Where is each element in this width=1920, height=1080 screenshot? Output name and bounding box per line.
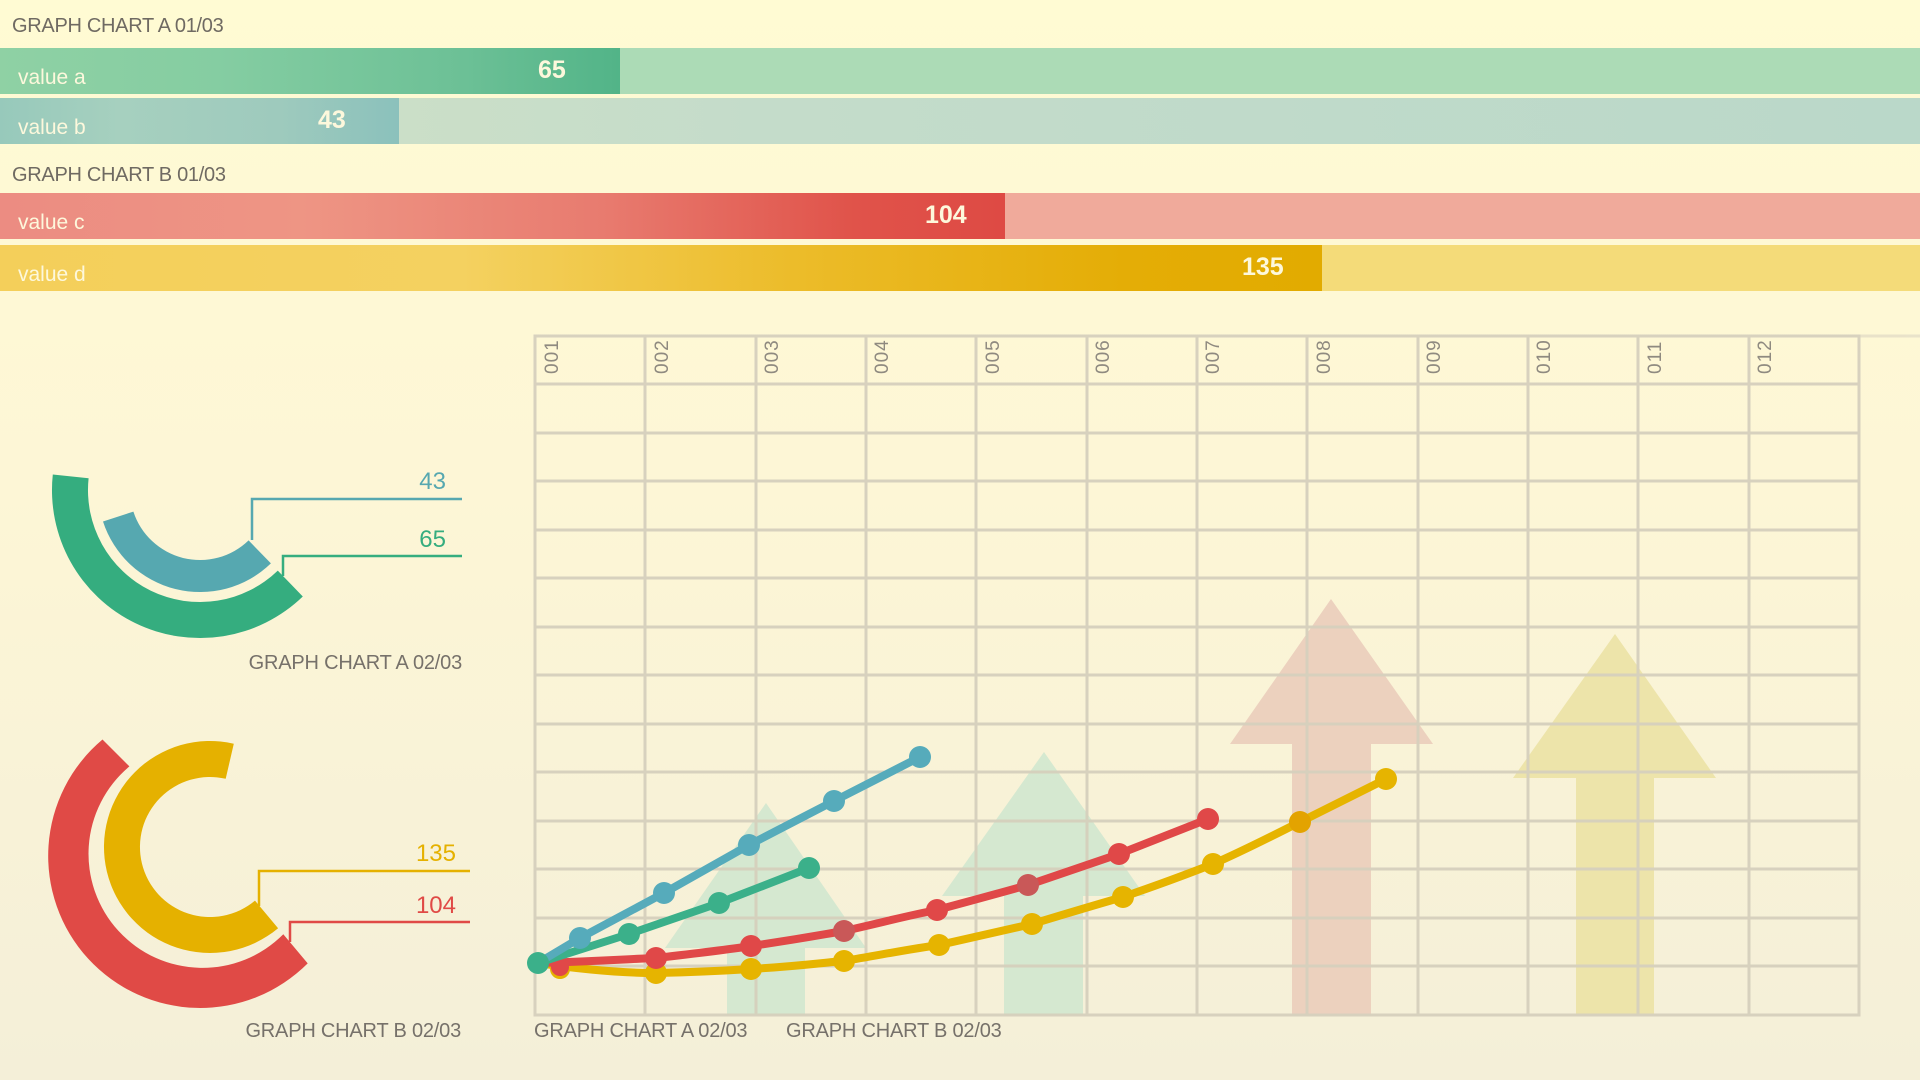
bar-value: 65 <box>538 55 566 84</box>
bar-value: 135 <box>1242 252 1284 281</box>
donut-b-inner-arc <box>103 740 279 953</box>
bar-value-a: value a 65 <box>0 48 1920 94</box>
line-series-red <box>534 808 1219 976</box>
column-label: 012 <box>1755 339 1776 374</box>
column-label: 008 <box>1314 339 1335 374</box>
arrow-up-icon <box>1513 634 1716 1015</box>
bar-value-c: value c 104 <box>0 193 1920 239</box>
bar-value-d: value d 135 <box>0 245 1920 291</box>
bar-value: 104 <box>925 200 967 229</box>
bar-fill <box>0 193 1005 239</box>
legend-chart-b: GRAPH CHART B 02/03 <box>786 1020 1002 1042</box>
bar-value: 43 <box>318 105 346 134</box>
column-label: 006 <box>1093 339 1114 374</box>
bar-fill <box>0 245 1322 291</box>
bar-fill <box>0 48 620 94</box>
column-label: 010 <box>1534 339 1555 374</box>
donut-a-inner-value: 43 <box>419 468 446 495</box>
bar-fill <box>0 98 399 144</box>
donut-chart-b <box>48 739 470 1008</box>
line-origin-point <box>527 952 549 974</box>
column-label: 011 <box>1645 340 1666 374</box>
column-label: 003 <box>762 339 783 374</box>
bar-value-b: value b 43 <box>0 98 1920 144</box>
column-label: 002 <box>652 339 673 374</box>
column-label: 004 <box>872 339 893 374</box>
column-label: 001 <box>542 339 563 374</box>
donut-b-outer-arc <box>48 739 308 1008</box>
chart-a-title: GRAPH CHART A 01/03 <box>12 15 224 37</box>
column-label: 007 <box>1203 339 1224 374</box>
column-label: 009 <box>1424 339 1445 374</box>
donut-chart-a <box>51 474 462 639</box>
legend-chart-a: GRAPH CHART A 02/03 <box>534 1020 748 1042</box>
bar-label: value c <box>18 211 85 234</box>
arrow-up-icon <box>665 803 866 1015</box>
line-series-teal <box>534 746 931 967</box>
bar-label: value a <box>18 66 86 89</box>
donut-b-outer-value: 104 <box>415 892 456 919</box>
donut-b-inner-value: 135 <box>415 840 456 867</box>
donut-b-caption: GRAPH CHART B 02/03 <box>245 1020 461 1042</box>
donut-a-inner-arc <box>103 511 271 593</box>
bar-label: value d <box>18 263 86 286</box>
chart-b-title: GRAPH CHART B 01/03 <box>12 164 226 186</box>
line-series-green <box>534 857 820 967</box>
bar-label: value b <box>18 116 86 139</box>
donut-a-caption: GRAPH CHART A 02/03 <box>248 652 463 674</box>
column-label: 005 <box>983 339 1004 374</box>
donut-a-outer-arc <box>51 474 303 639</box>
donut-a-outer-value: 65 <box>419 526 446 553</box>
